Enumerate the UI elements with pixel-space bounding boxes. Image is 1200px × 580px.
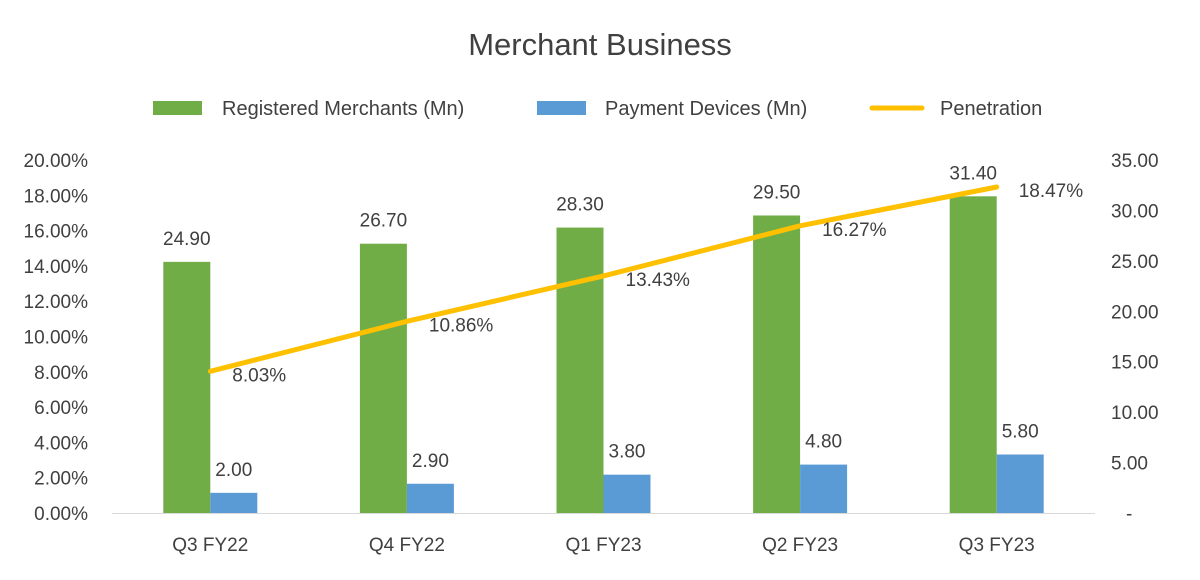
left-axis-tick-label: 18.00% [24,186,89,207]
legend-swatch [537,101,586,115]
left-axis-tick-label: 4.00% [34,433,88,454]
legend-label: Penetration [940,98,1042,120]
bars [163,196,1044,513]
penetration-line [207,184,1000,374]
bar-value-label: 24.90 [163,229,211,250]
bar-value-label: 4.80 [805,432,842,453]
legend: Registered Merchants (Mn) Payment Devices… [153,98,1042,120]
left-axis-tick-label: 14.00% [24,257,89,278]
bar-registered-merchants [359,243,407,513]
bar-registered-merchants [753,215,801,513]
bar-value-label: 2.90 [412,451,449,472]
penetration-value-label: 8.03% [232,365,286,386]
legend-label: Payment Devices (Mn) [605,98,807,120]
bar-payment-devices [800,464,848,513]
right-axis-tick-label: 25.00 [1111,252,1159,273]
left-axis: 0.00% 2.00% 4.00% 6.00% 8.00% 10.00% 12.00% 14.… [24,151,89,525]
right-axis-tick-label: 15.00 [1111,353,1159,374]
left-axis-tick-label: 10.00% [24,328,89,349]
left-axis-tick-label: 16.00% [24,222,89,243]
penetration-line-group [207,184,1000,374]
bar-value-label: 31.40 [949,163,997,184]
penetration-value-label: 13.43% [626,270,691,291]
bar-payment-devices [603,474,651,513]
data-labels: 24.90 2.00 26.70 2.90 28.30 3.80 29.50 4.80 31.4… [163,163,1083,481]
right-axis-tick-label: 35.00 [1111,151,1159,172]
bar-registered-merchants [556,227,604,513]
bar-value-label: 5.80 [1002,422,1039,443]
bar-value-label: 29.50 [753,182,801,203]
right-axis-tick-label: 5.00 [1111,454,1148,475]
bar-value-label: 26.70 [360,211,408,232]
category-label: Q3 FY22 [172,535,248,556]
bar-payment-devices [996,454,1044,513]
legend-label: Registered Merchants (Mn) [222,98,464,120]
penetration-value-label: 16.27% [822,220,887,241]
left-axis-tick-label: 0.00% [34,504,88,525]
bar-registered-merchants [163,261,211,513]
left-axis-tick-label: 12.00% [24,292,89,313]
left-axis-tick-label: 8.00% [34,363,88,384]
right-axis-tick-label: 20.00 [1111,302,1159,323]
left-axis-tick-label: 6.00% [34,398,88,419]
bar-value-label: 28.30 [556,195,604,216]
bar-value-label: 3.80 [609,442,646,463]
left-axis-tick-label: 20.00% [24,151,89,172]
category-label: Q4 FY22 [369,535,445,556]
bar-value-label: 2.00 [215,460,252,481]
right-axis-tick-label: 10.00 [1111,403,1159,424]
chart-title: Merchant Business [468,27,732,62]
legend-swatch [153,101,202,115]
right-axis-tick-label: - [1126,504,1132,525]
penetration-value-label: 10.86% [429,315,494,336]
bar-registered-merchants [949,196,997,513]
right-axis-tick-label: 30.00 [1111,201,1159,222]
right-axis: - 5.00 10.00 15.00 20.00 25.00 30.00 35.00 [1111,151,1159,525]
left-axis-tick-label: 2.00% [34,469,88,490]
category-label: Q1 FY23 [565,535,641,556]
category-label: Q2 FY23 [762,535,838,556]
bar-payment-devices [406,483,454,513]
category-label: Q3 FY23 [959,535,1035,556]
x-axis: Q3 FY22 Q4 FY22 Q1 FY23 Q2 FY23 Q3 FY23 [112,513,1095,556]
penetration-value-label: 18.47% [1019,181,1084,202]
bar-payment-devices [210,492,258,513]
